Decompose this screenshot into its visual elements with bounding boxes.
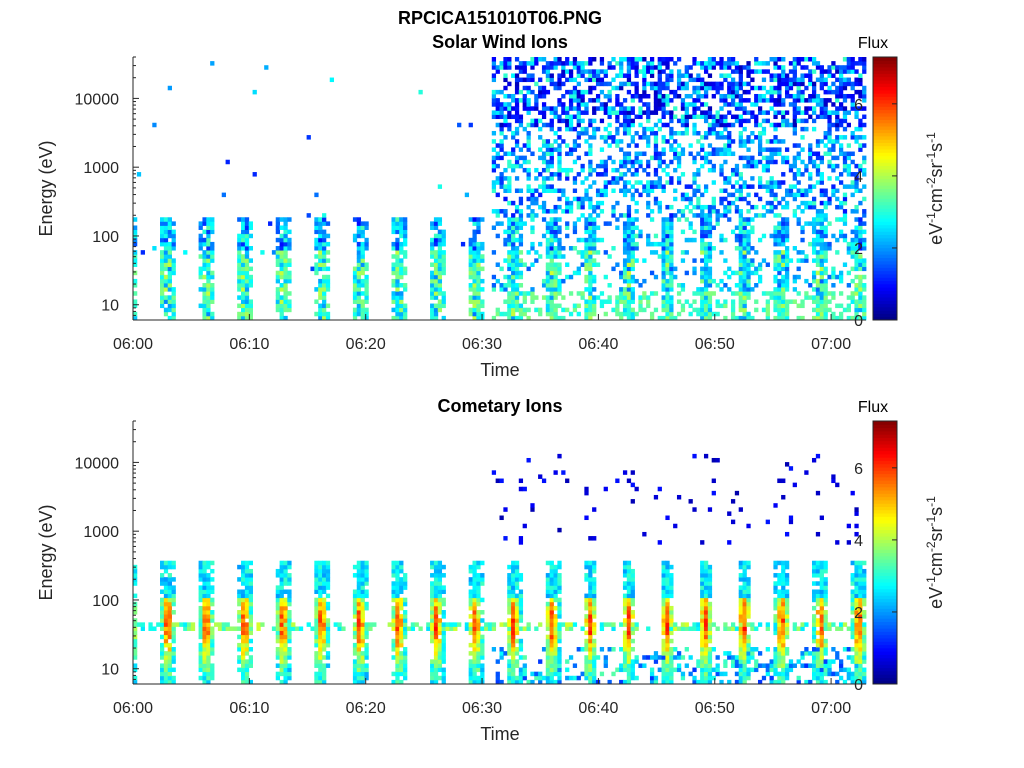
x-tick-label: 06:00 [113, 700, 153, 717]
figure-title: RPCICA151010T06.PNG [398, 8, 602, 28]
colorbar-label: eV-1cm-2sr-1s-1 [924, 132, 946, 245]
y-tick-label: 1000 [83, 524, 119, 541]
y-tick-label: 10 [101, 298, 119, 315]
colorbar-frame [872, 420, 898, 685]
x-tick-label: 06:50 [695, 336, 735, 353]
x-tick-label: 07:00 [811, 336, 851, 353]
panel-title: Solar Wind Ions [432, 32, 568, 52]
x-tick-label: 06:30 [462, 336, 502, 353]
colorbar-tick-label: 0 [854, 313, 863, 330]
colorbar-tick-label: 6 [854, 461, 863, 478]
x-tick-label: 06:50 [695, 700, 735, 717]
colorbar: 0 2 4 6 Flux eV-1cm-2sr-1s-1 [854, 399, 946, 694]
x-tick-label: 06:30 [462, 700, 502, 717]
x-tick-label: 06:00 [113, 336, 153, 353]
heatmap-cells [133, 453, 867, 685]
colorbar-tick-label: 2 [854, 605, 863, 622]
colorbar-tick-label: 0 [854, 677, 863, 694]
x-tick-label: 06:40 [578, 700, 618, 717]
x-axis-label: Time [480, 724, 519, 744]
colorbar-tick-label: 4 [854, 533, 863, 550]
y-tick-label: 100 [92, 593, 119, 610]
panel-title: Cometary Ions [437, 396, 562, 416]
colorbar-tick-label: 4 [854, 169, 863, 186]
colorbar-title: Flux [858, 35, 888, 52]
y-axis-label: Energy (eV) [36, 140, 56, 236]
y-tick-label: 10000 [75, 455, 120, 472]
colorbar: 0 2 4 6 Flux eV-1cm-2sr-1s-1 [854, 35, 946, 330]
y-tick-label: 10 [101, 662, 119, 679]
x-axis-label: Time [480, 360, 519, 380]
x-tick-label: 07:00 [811, 700, 851, 717]
x-tick-label: 06:10 [229, 336, 269, 353]
colorbar-label: eV-1cm-2sr-1s-1 [924, 496, 946, 609]
panel-solar-wind-ions: 06:00 06:10 06:20 06:30 06:40 06:50 07:00 10 100… [36, 32, 946, 380]
x-tick-label: 06:20 [346, 336, 386, 353]
x-tick-label: 06:40 [578, 336, 618, 353]
x-tick-label: 06:20 [346, 700, 386, 717]
colorbar-frame [872, 56, 898, 321]
y-tick-label: 10000 [75, 91, 120, 108]
colorbar-title: Flux [858, 399, 888, 416]
y-axis-label: Energy (eV) [36, 504, 56, 600]
colorbar-tick-label: 6 [854, 97, 863, 114]
panel-cometary-ions: 06:00 06:10 06:20 06:30 06:40 06:50 07:00 10 100… [36, 396, 946, 744]
y-tick-label: 100 [92, 229, 119, 246]
heatmap-cells [133, 57, 867, 321]
x-tick-label: 06:10 [229, 700, 269, 717]
y-tick-label: 1000 [83, 160, 119, 177]
colorbar-tick-label: 2 [854, 241, 863, 258]
